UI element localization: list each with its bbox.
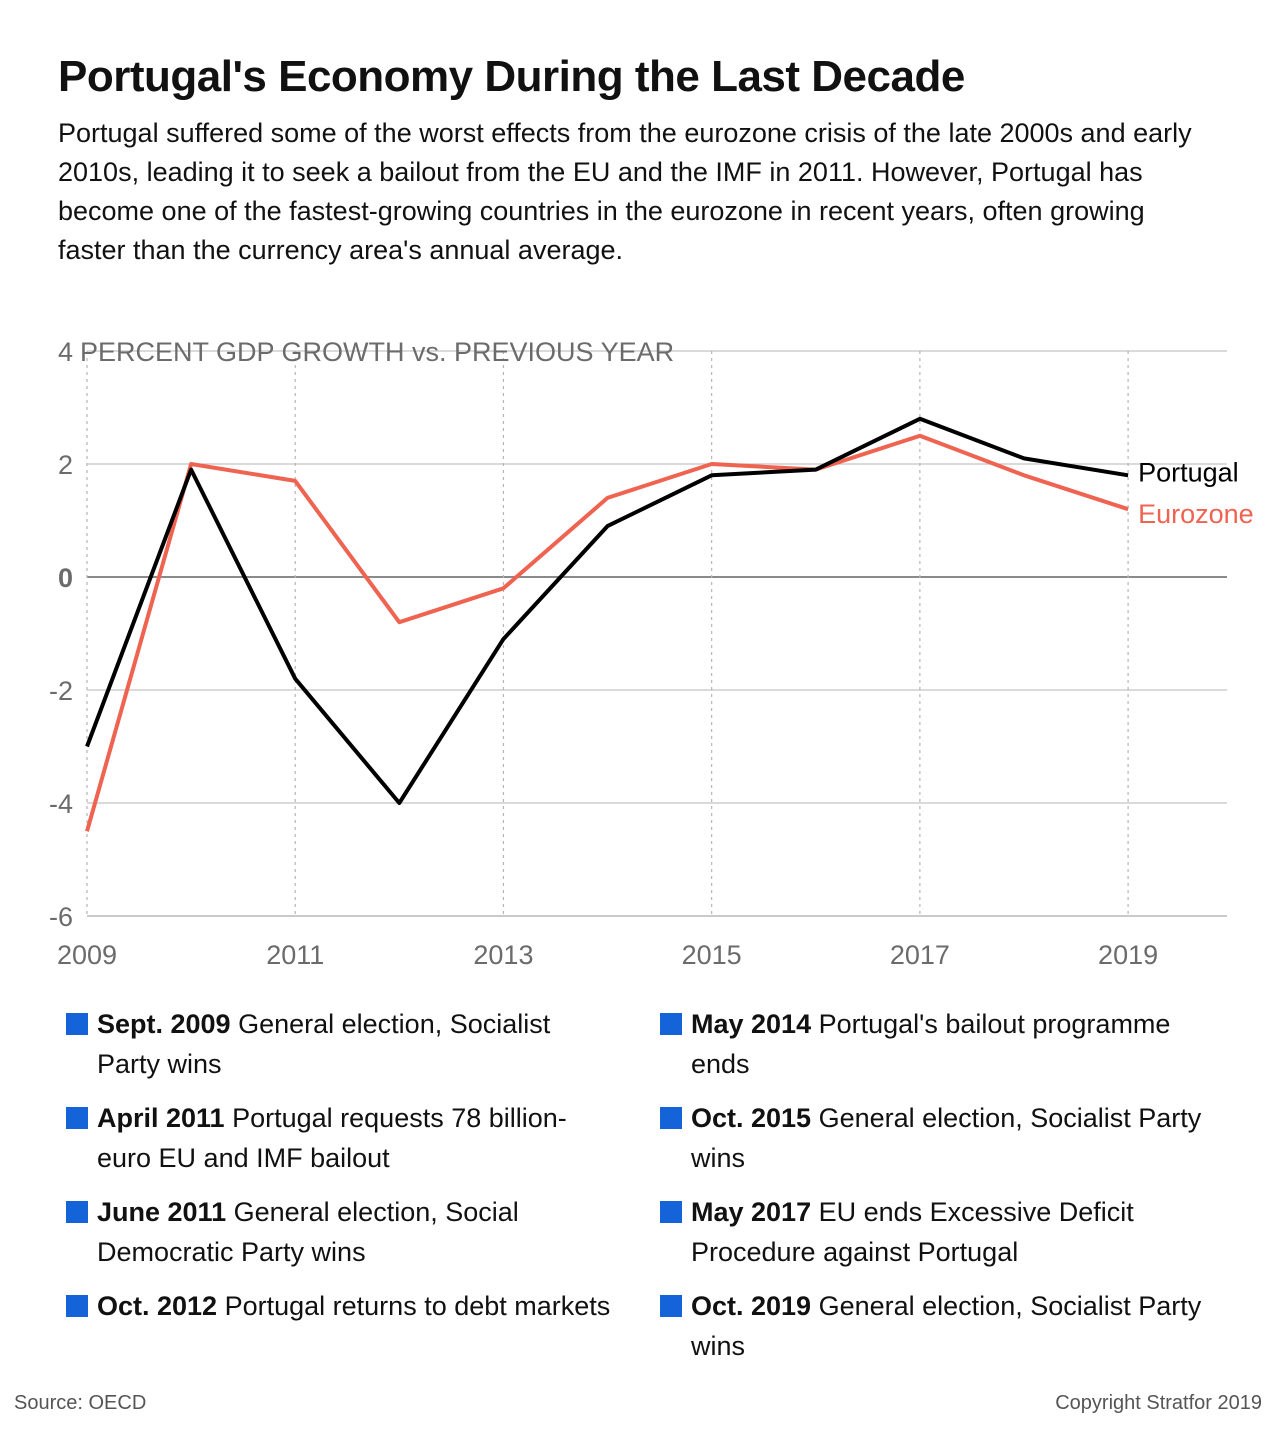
event-date: Oct. 2015 xyxy=(691,1103,812,1133)
blue-square-icon xyxy=(660,1295,682,1317)
event-text: General election, Social Democratic Part… xyxy=(97,1197,519,1267)
x-tick-label: 2009 xyxy=(57,940,117,970)
series-label-eurozone: Eurozone xyxy=(1138,499,1254,529)
series-line-eurozone xyxy=(85,433,1129,832)
event-text: Portugal's bailout programme ends xyxy=(691,1009,1171,1079)
blue-square-icon xyxy=(660,1107,682,1129)
x-tick-label: 2015 xyxy=(682,940,742,970)
event-item: April 2011 Portugal requests 78 billion-… xyxy=(66,1098,660,1178)
event-item: Sept. 2009 General election, Socialist P… xyxy=(66,1004,660,1084)
x-tick-label: 2011 xyxy=(266,940,324,970)
event-date: June 2011 xyxy=(97,1197,227,1227)
y-tick-label: 4 xyxy=(58,337,73,367)
blue-square-icon xyxy=(66,1013,88,1035)
event-date: May 2017 xyxy=(691,1197,812,1227)
event-item: Oct. 2015 General election, Socialist Pa… xyxy=(660,1098,1220,1178)
event-item: Oct. 2019 General election, Socialist Pa… xyxy=(660,1286,1220,1366)
gdp-growth-line-chart: 4 2 0 -2 -4 -6 PERCENT GDP GROWTH vs. PREVIOUS… xyxy=(49,337,1254,970)
event-text: Portugal returns to debt markets xyxy=(224,1291,611,1321)
event-text: General election, Socialist Party wins xyxy=(691,1103,1202,1173)
event-text: Portugal requests 78 billion-euro EU and… xyxy=(97,1103,567,1173)
x-tick-label: 2017 xyxy=(890,940,950,970)
event-date: May 2014 xyxy=(691,1009,812,1039)
event-date: Oct. 2012 xyxy=(97,1291,218,1321)
copyright-note: Copyright Stratfor 2019 xyxy=(1055,1392,1262,1414)
chart-title: Portugal's Economy During the Last Decad… xyxy=(58,52,965,101)
series-line-portugal xyxy=(85,416,1129,805)
x-tick-label: 2019 xyxy=(1098,940,1158,970)
event-date: Sept. 2009 xyxy=(97,1009,231,1039)
chart-subtitle: Portugal suffered some of the worst effe… xyxy=(58,118,1192,265)
series-label-portugal: Portugal xyxy=(1138,457,1239,487)
event-text: General election, Socialist Party wins xyxy=(691,1291,1202,1361)
event-item: May 2017 EU ends Excessive Deficit Proce… xyxy=(660,1192,1220,1272)
event-text: EU ends Excessive Deficit Procedure agai… xyxy=(691,1197,1134,1267)
event-item: June 2011 General election, Social Democ… xyxy=(66,1192,660,1272)
blue-square-icon xyxy=(66,1201,88,1223)
x-tick-label: 2013 xyxy=(473,940,533,970)
source-note: Source: OECD xyxy=(14,1392,147,1414)
event-item: Oct. 2012 Portugal returns to debt marke… xyxy=(66,1286,660,1366)
blue-square-icon xyxy=(66,1295,88,1317)
events-list: Sept. 2009 General election, Socialist P… xyxy=(66,1004,1246,1366)
y-tick-label: -4 xyxy=(49,789,73,819)
y-tick-label: 0 xyxy=(58,563,73,593)
event-item: May 2014 Portugal's bailout programme en… xyxy=(660,1004,1220,1084)
y-tick-label: 2 xyxy=(58,450,73,480)
y-tick-label: -2 xyxy=(49,676,73,706)
event-date: Oct. 2019 xyxy=(691,1291,812,1321)
y-axis-label: PERCENT GDP GROWTH vs. PREVIOUS YEAR xyxy=(80,337,674,367)
blue-square-icon xyxy=(660,1013,682,1035)
blue-square-icon xyxy=(660,1201,682,1223)
event-text: General election, Socialist Party wins xyxy=(97,1009,551,1079)
y-tick-label: -6 xyxy=(49,902,73,932)
event-date: April 2011 xyxy=(97,1103,225,1133)
blue-square-icon xyxy=(66,1107,88,1129)
